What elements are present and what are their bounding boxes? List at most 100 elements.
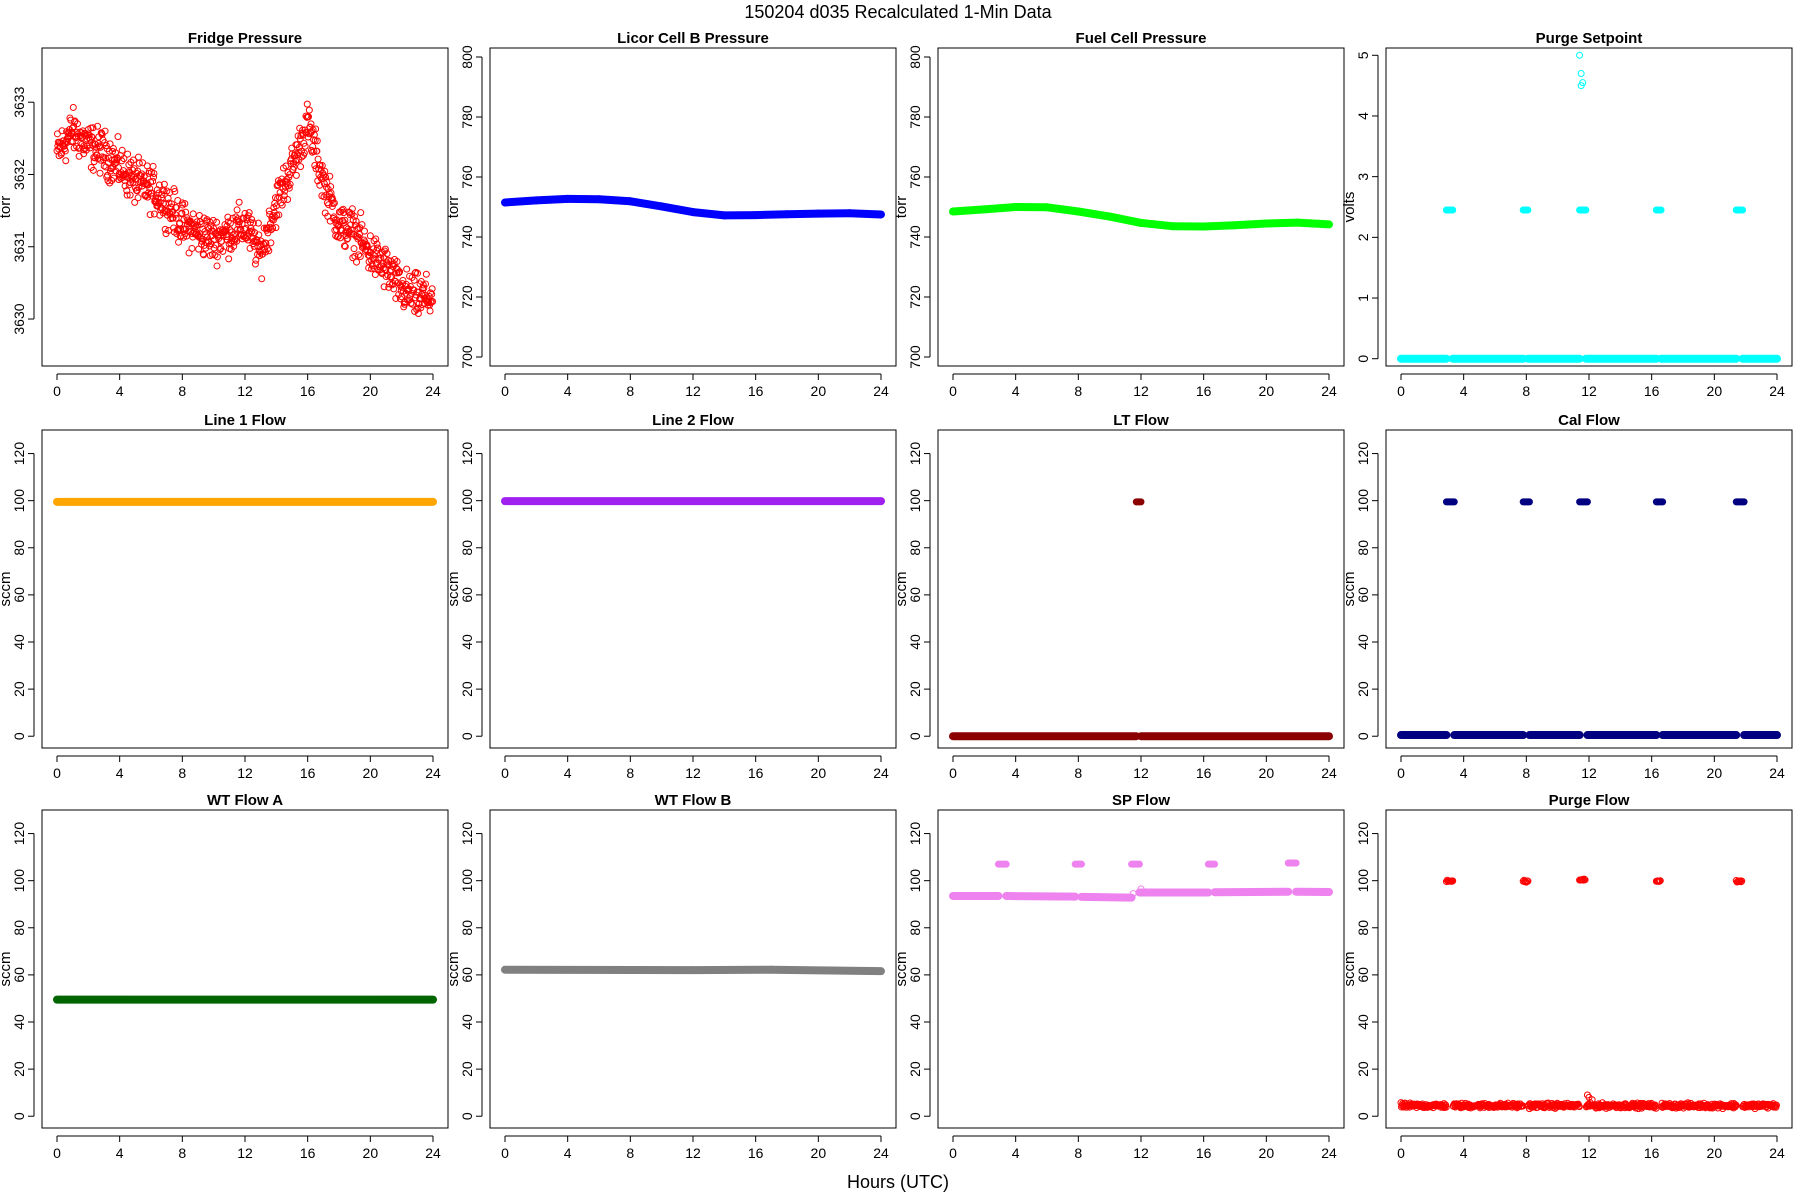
data-points <box>1397 875 1780 1113</box>
data-point <box>144 189 152 197</box>
data-series <box>657 202 697 217</box>
data-point <box>91 140 99 148</box>
data-point <box>161 225 169 233</box>
data-point <box>413 306 421 314</box>
data-point <box>305 113 313 121</box>
data-point <box>417 304 425 312</box>
data-point <box>189 210 197 218</box>
y-tick-label: 100 <box>907 489 923 513</box>
data-point <box>89 124 97 132</box>
figure-title: 150204 d035 Recalculated 1-Min Data <box>744 2 1052 22</box>
x-tick-label: 12 <box>1581 1145 1597 1161</box>
data-points <box>501 194 885 220</box>
data-point <box>382 273 390 281</box>
data-point <box>88 133 96 141</box>
data-point <box>213 253 221 261</box>
data-series <box>1293 218 1333 229</box>
y-tick-label: 120 <box>459 822 475 846</box>
data-point <box>222 226 230 234</box>
data-series <box>1043 203 1083 216</box>
data-points <box>949 203 1333 231</box>
x-tick-label: 16 <box>1196 383 1212 399</box>
data-point <box>58 127 66 135</box>
x-tick-label: 24 <box>873 1145 889 1161</box>
data-point <box>124 150 132 158</box>
data-point <box>409 300 417 308</box>
data-point <box>426 307 434 315</box>
data-point <box>61 147 69 155</box>
data-point <box>352 217 360 225</box>
data-point <box>135 183 143 191</box>
x-tick-label: 0 <box>1397 383 1405 399</box>
y-tick-label: 20 <box>1355 1061 1371 1077</box>
data-point <box>213 218 221 226</box>
data-point <box>131 198 139 206</box>
y-tick-label: 80 <box>11 540 27 556</box>
data-point <box>181 200 189 208</box>
data-point <box>348 205 356 213</box>
x-tick-label: 8 <box>1074 765 1082 781</box>
data-point <box>366 232 374 240</box>
y-axis-label: sccm <box>1341 952 1358 987</box>
data-point <box>320 193 328 201</box>
plot-frame <box>41 429 449 749</box>
panel-2: Licor Cell B Pressure torr 0 4 8 12 16 20 24 700 7… <box>445 30 897 399</box>
data-point <box>341 216 349 224</box>
data-point <box>225 255 233 263</box>
x-tick-label: 8 <box>178 1145 186 1161</box>
x-tick-label: 8 <box>178 383 186 399</box>
x-tick-label: 16 <box>1644 1145 1660 1161</box>
data-point <box>1772 1101 1780 1109</box>
y-tick-label: 0 <box>907 732 923 740</box>
x-tick-label: 8 <box>1522 383 1530 399</box>
x-tick-label: 4 <box>116 383 124 399</box>
y-tick-label: 780 <box>459 105 475 129</box>
y-tick-label: 80 <box>1355 540 1371 556</box>
data-point <box>68 124 76 132</box>
data-point <box>172 214 180 222</box>
data-point <box>428 285 436 293</box>
x-tick-label: 8 <box>178 765 186 781</box>
x-tick-label: 12 <box>1581 383 1597 399</box>
data-point <box>134 194 142 202</box>
data-point <box>126 191 134 199</box>
data-point <box>123 187 131 195</box>
x-tick-label: 16 <box>748 1145 764 1161</box>
data-point <box>118 157 126 165</box>
data-series <box>595 195 635 206</box>
data-point <box>235 221 243 229</box>
data-point <box>224 218 232 226</box>
y-tick-label: 0 <box>459 1112 475 1120</box>
x-tick-label: 20 <box>1259 1145 1275 1161</box>
y-tick-label: 100 <box>11 489 27 513</box>
x-tick-label: 0 <box>949 765 957 781</box>
data-point <box>158 191 166 199</box>
x-tick-label: 24 <box>873 765 889 781</box>
data-series <box>1231 219 1271 230</box>
panel-title: SP Flow <box>1112 792 1170 809</box>
data-point <box>275 211 283 219</box>
data-point <box>96 169 104 177</box>
data-point <box>414 304 422 312</box>
panel-title: Purge Flow <box>1549 792 1630 809</box>
data-point <box>67 116 75 124</box>
data-point <box>310 147 318 155</box>
data-point <box>73 120 81 128</box>
data-point <box>380 283 388 291</box>
x-tick-label: 4 <box>564 765 572 781</box>
y-tick-label: 3631 <box>11 231 27 262</box>
plot-frame <box>1385 47 1793 367</box>
data-point <box>198 240 206 248</box>
data-point <box>429 297 437 305</box>
x-tick-label: 0 <box>501 765 509 781</box>
y-tick-label: 60 <box>907 967 923 983</box>
data-point <box>1129 890 1137 898</box>
data-series <box>1199 221 1239 231</box>
data-point <box>355 251 363 259</box>
data-point <box>169 214 177 222</box>
data-point <box>1137 885 1145 893</box>
y-axis-label: sccm <box>0 572 14 607</box>
data-point <box>1580 875 1588 883</box>
x-tick-label: 24 <box>425 765 441 781</box>
